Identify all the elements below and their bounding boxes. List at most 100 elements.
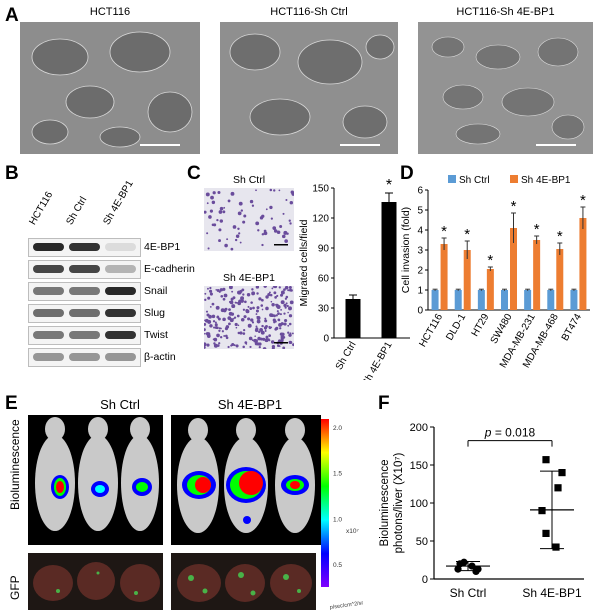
migrated-cell — [209, 305, 212, 308]
y-tick-label: 60 — [318, 274, 330, 285]
migrated-cell — [270, 340, 275, 344]
migrated-cell — [277, 312, 280, 316]
migrated-cell — [220, 294, 224, 298]
migrated-cell — [225, 334, 228, 338]
migrated-cell — [212, 191, 216, 195]
migrated-cell — [257, 229, 260, 232]
bar — [524, 290, 532, 310]
migrated-cell — [218, 210, 223, 214]
y-tick-label: 100 — [410, 498, 428, 510]
migrated-cell — [261, 214, 265, 218]
migrated-cell — [209, 209, 213, 213]
migrated-cell — [288, 288, 292, 292]
migrated-cell — [224, 327, 229, 331]
migrated-cell — [236, 314, 240, 318]
transwell-sh-ctrl — [204, 188, 294, 251]
migrated-cell — [279, 225, 283, 228]
legend-swatch — [510, 175, 518, 183]
y-tick-label: 150 — [312, 184, 329, 195]
migrated-cell — [285, 295, 289, 299]
wb-protein-label: Snail — [144, 285, 168, 297]
migrated-cell — [281, 332, 285, 337]
migrated-cell — [209, 324, 213, 328]
migrated-cell — [260, 298, 264, 302]
y-tick-label: 120 — [312, 214, 329, 225]
migrated-cell — [238, 201, 243, 206]
migrated-cell — [283, 230, 288, 235]
chart-f-bioluminescence: 0 50 100 150 200 Bioluminescence photons/liver… — [379, 422, 584, 600]
chart-d-invasion: 0 1 2 3 4 5 6 Cell invasion (fold) Sh Ctrl Sh 4E-… — [400, 175, 590, 370]
migrated-cell — [270, 217, 273, 220]
migrated-cell — [224, 243, 228, 248]
migrated-cell — [270, 300, 273, 303]
migrated-cell — [276, 294, 279, 298]
migrated-cell — [248, 336, 253, 341]
migrated-cell — [275, 305, 279, 308]
migrated-cell — [249, 307, 253, 310]
migrated-cell — [275, 326, 279, 330]
wb-band — [105, 353, 136, 361]
bar — [345, 299, 361, 338]
colorbar-gradient — [321, 419, 329, 587]
migrated-cell — [280, 308, 283, 311]
migrated-cell — [207, 247, 210, 250]
wb-band — [105, 243, 136, 251]
transwell-sh-ctrl-image — [204, 188, 294, 251]
bioluminescence-mice-sh-ctrl — [35, 417, 159, 531]
y-tick-label: 150 — [410, 460, 428, 472]
migrated-cell — [222, 308, 227, 313]
migrated-cell — [252, 306, 255, 310]
migrated-cell — [251, 204, 255, 207]
y-tick-label: 2 — [417, 266, 423, 277]
y-tick-label: 200 — [410, 422, 428, 434]
group-title-sh-ctrl: Sh Ctrl — [100, 397, 140, 412]
migrated-cell — [229, 318, 234, 323]
migrated-cell — [210, 195, 214, 200]
migrated-cell — [287, 324, 290, 327]
migrated-cell — [259, 327, 263, 332]
migrated-cell — [242, 293, 245, 296]
bar — [501, 290, 508, 310]
migrated-cell — [254, 341, 259, 346]
migrated-cell — [213, 337, 218, 342]
migrated-cell — [287, 289, 290, 292]
migrated-cell — [211, 200, 216, 205]
migrated-cell — [215, 289, 218, 291]
migrated-cell — [245, 309, 249, 313]
bar — [477, 290, 485, 310]
significance-star: * — [487, 252, 493, 269]
migrated-cell — [262, 337, 266, 341]
migrated-cell — [204, 328, 206, 332]
wb-row-4 — [28, 326, 141, 345]
wb-row-1 — [28, 260, 141, 279]
migrated-cell — [204, 319, 206, 322]
migrated-cell — [238, 232, 241, 235]
migrated-cell — [204, 322, 207, 326]
migrated-cell — [237, 331, 240, 335]
migrated-cell — [283, 288, 286, 291]
migrated-cell — [222, 287, 226, 291]
x-tick-label: DLD-1 — [444, 312, 468, 343]
migrated-cell — [280, 293, 284, 297]
panel-c-label: C — [187, 163, 201, 184]
bar — [579, 218, 587, 310]
y-axis-label-line2: photons/liver (X10⁷) — [393, 452, 405, 553]
migrated-cell — [267, 293, 271, 297]
migrated-cell — [269, 188, 273, 192]
y-axis-label-line1: Bioluminescence — [379, 460, 391, 547]
migrated-cell — [282, 346, 286, 349]
migrated-cell — [207, 296, 211, 300]
wb-band — [33, 353, 64, 361]
data-point — [538, 507, 546, 515]
migrated-cell — [255, 309, 259, 313]
migrated-cell — [287, 331, 290, 334]
y-tick-label: 0 — [422, 574, 428, 586]
migrated-cell — [232, 225, 237, 229]
migrated-cell — [274, 296, 277, 299]
migrated-cell — [231, 344, 234, 346]
wb-band — [33, 309, 64, 317]
panel-b-label: B — [5, 163, 19, 184]
y-tick-label: 4 — [417, 226, 423, 237]
wb-row-3 — [28, 304, 141, 323]
migrated-cell — [228, 322, 231, 326]
